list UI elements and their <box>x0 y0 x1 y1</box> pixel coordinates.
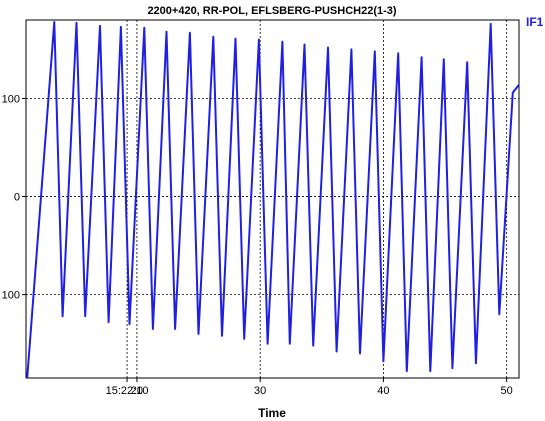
data-point <box>99 25 101 27</box>
y-tick-label: 0 <box>14 192 20 204</box>
data-point <box>327 47 329 48</box>
data-point <box>26 377 28 379</box>
x-tick-label: 15:22:10 <box>106 385 149 397</box>
data-point <box>466 61 468 63</box>
data-point <box>62 315 64 317</box>
data-point <box>350 48 352 50</box>
data-point <box>406 370 408 372</box>
data-point <box>258 39 260 41</box>
data-point <box>374 50 376 52</box>
data-point <box>212 36 214 38</box>
chart-title: 2200+420, RR-POL, EFLSBERG-PUSHCH22(1-3) <box>147 5 396 17</box>
y-tick-label: 100 <box>2 290 20 302</box>
data-point <box>53 21 55 23</box>
data-point <box>451 367 453 369</box>
data-point <box>267 343 269 345</box>
data-point <box>397 52 399 54</box>
data-point <box>289 343 291 345</box>
data-point <box>129 323 130 325</box>
data-point <box>382 360 384 362</box>
data-point <box>312 345 314 347</box>
data-point <box>189 32 191 34</box>
x-axis-label: Time <box>258 406 286 420</box>
data-point <box>281 41 283 43</box>
x-tick-label: 20 <box>131 385 143 397</box>
data-point <box>429 370 431 372</box>
data-point <box>421 56 423 58</box>
data-point <box>120 26 122 28</box>
x-tick-label: 30 <box>254 385 266 397</box>
data-point <box>336 351 338 352</box>
data-point <box>443 58 445 60</box>
data-point <box>108 321 110 323</box>
data-point <box>198 333 199 335</box>
data-point <box>166 31 167 33</box>
data-point <box>235 38 236 40</box>
data-point <box>243 338 245 340</box>
data-point <box>84 315 86 317</box>
data-point <box>304 44 305 45</box>
data-point <box>174 328 176 330</box>
data-point <box>152 328 154 330</box>
data-point <box>359 353 361 354</box>
data-point <box>512 92 514 94</box>
data-point <box>221 335 223 337</box>
data-point <box>76 22 77 24</box>
data-point <box>498 313 500 315</box>
data-point <box>518 84 520 86</box>
x-tick-label: 50 <box>501 385 513 397</box>
y-tick-label: 100 <box>2 93 20 105</box>
data-point <box>490 23 492 25</box>
x-tick-label: 40 <box>377 385 389 397</box>
data-point <box>475 362 477 364</box>
data-point <box>143 27 145 29</box>
series-layer <box>26 21 520 379</box>
legend-series-label: IF1 <box>526 15 544 29</box>
